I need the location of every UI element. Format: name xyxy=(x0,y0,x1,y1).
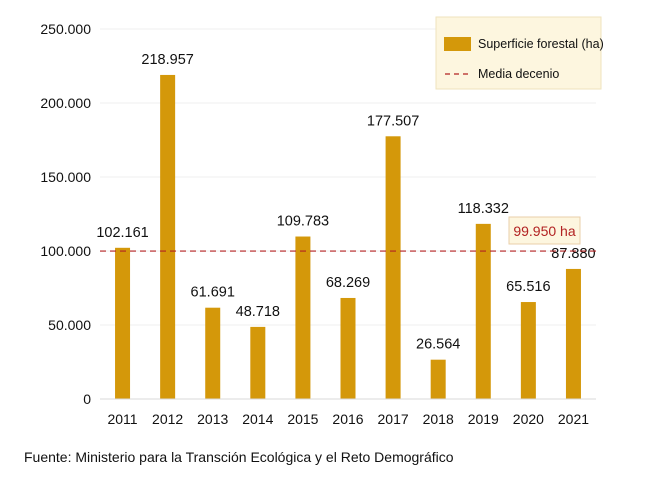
mean-value-label: 99.950 ha xyxy=(513,223,575,239)
legend-mean-label: Media decenio xyxy=(478,67,559,81)
bar-2017 xyxy=(385,136,401,399)
data-label-2013: 61.691 xyxy=(191,285,235,301)
x-tick-label-2021: 2021 xyxy=(558,411,589,427)
data-label-2018: 26.564 xyxy=(416,337,460,353)
y-axis: 0 50.000 100.000 150.000 200.000 250.000 xyxy=(40,21,91,407)
data-label-2011: 102.161 xyxy=(96,225,148,241)
data-label-2016: 68.269 xyxy=(326,275,370,291)
data-label-2021: 87.880 xyxy=(551,246,595,262)
bar-2020 xyxy=(520,302,536,399)
data-label-2015: 109.783 xyxy=(277,214,329,230)
bar-2021 xyxy=(565,268,581,399)
legend-bar-label: Superficie forestal (ha) xyxy=(478,37,604,51)
y-tick-label: 250.000 xyxy=(40,21,91,37)
x-axis: 2011 2012 2013 2014 2015 2016 2017 2018 2019 2020… xyxy=(100,398,596,427)
x-tick-label-2017: 2017 xyxy=(378,411,409,427)
y-tick-label: 150.000 xyxy=(40,169,91,185)
x-tick-label-2013: 2013 xyxy=(197,411,228,427)
mean-label-box xyxy=(508,216,581,245)
y-tick-label: 50.000 xyxy=(48,317,91,333)
x-tick-label-2018: 2018 xyxy=(423,411,454,427)
x-tick-label-2012: 2012 xyxy=(152,411,183,427)
bar-2015 xyxy=(295,236,311,399)
data-label-2014: 48.718 xyxy=(236,304,280,320)
x-tick-label-2019: 2019 xyxy=(468,411,499,427)
data-label-2012: 218.957 xyxy=(141,52,193,68)
x-tick-label-2015: 2015 xyxy=(287,411,318,427)
x-tick-label-2020: 2020 xyxy=(513,411,544,427)
bar-2014 xyxy=(250,326,266,399)
data-label-2019: 118.332 xyxy=(458,201,509,217)
legend-box xyxy=(435,16,602,90)
source-note: Fuente: Ministerio para la Transción Eco… xyxy=(24,449,454,465)
bar-2012 xyxy=(160,74,176,400)
x-tick-label-2016: 2016 xyxy=(332,411,363,427)
bar-2018 xyxy=(430,359,446,399)
y-tick-label: 100.000 xyxy=(40,243,91,259)
data-label-2020: 65.516 xyxy=(506,279,550,295)
legend-bar-swatch xyxy=(444,37,471,51)
x-tick-label-2011: 2011 xyxy=(107,411,137,427)
bar-2011 xyxy=(115,247,131,399)
bars xyxy=(115,74,581,400)
y-tick-label: 0 xyxy=(83,391,91,407)
bar-2019 xyxy=(475,223,491,399)
bar-2016 xyxy=(340,297,356,399)
bar-2013 xyxy=(205,307,221,399)
x-tick-label-2014: 2014 xyxy=(242,411,273,427)
bar-chart: 0 50.000 100.000 150.000 200.000 250.000 102.… xyxy=(40,16,604,427)
legend: Superficie forestal (ha) Media decenio xyxy=(435,16,604,90)
mean-line-group: 99.950 ha xyxy=(100,216,596,252)
data-label-2017: 177.507 xyxy=(367,113,419,129)
y-tick-label: 200.000 xyxy=(40,95,91,111)
